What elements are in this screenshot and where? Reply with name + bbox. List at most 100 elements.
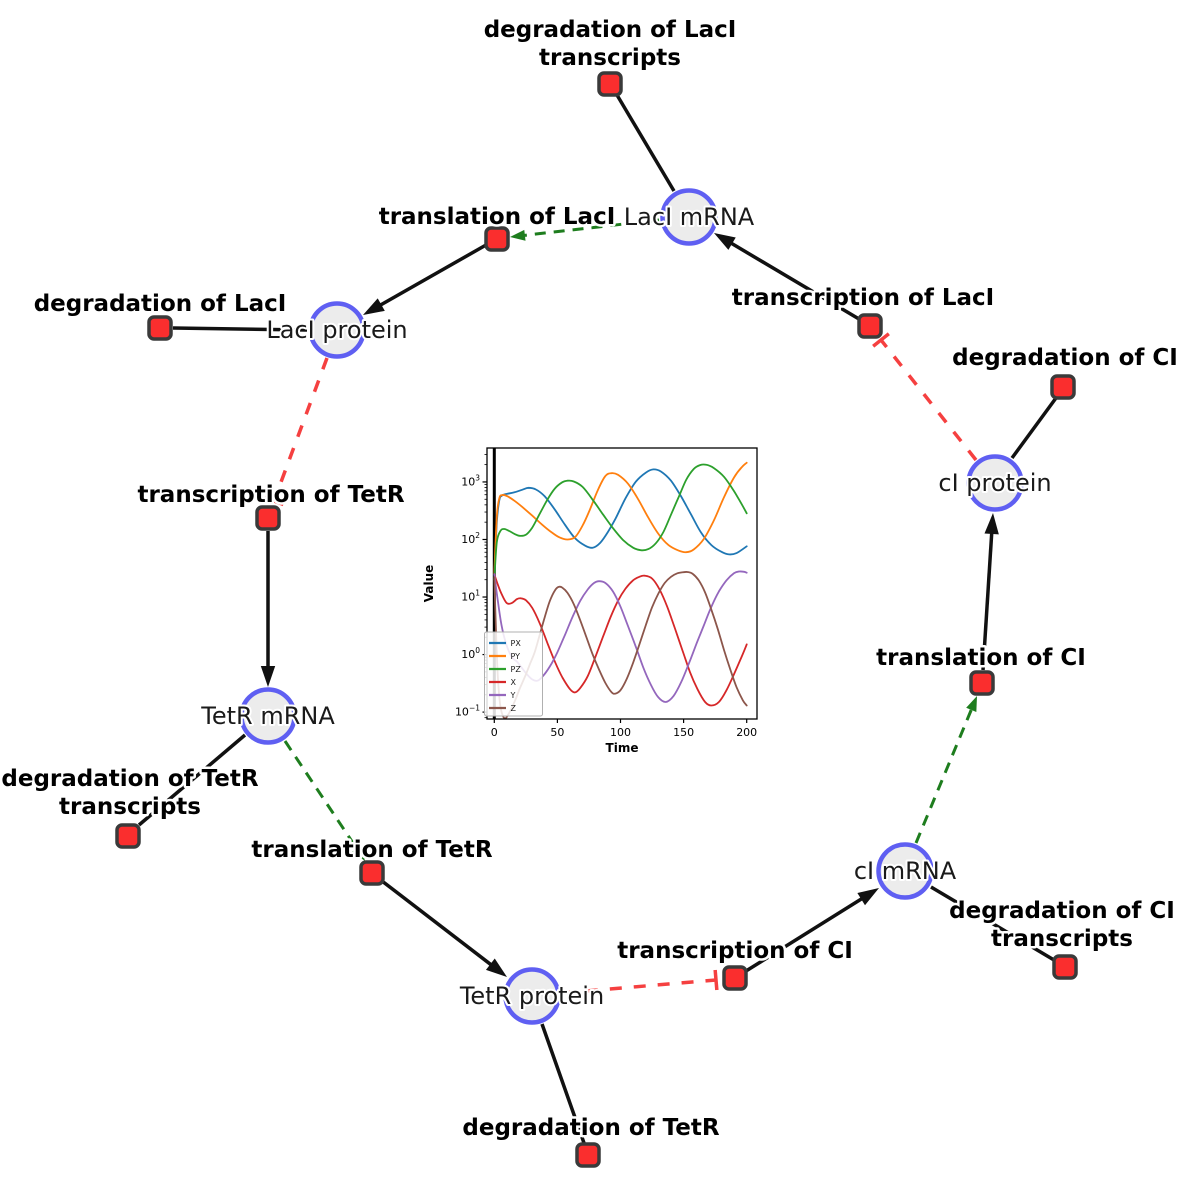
legend-label-X: X <box>511 678 517 687</box>
catalysis-arrowhead-icon <box>352 845 365 861</box>
arrowhead-icon <box>714 233 736 250</box>
inhibition-tbar-icon <box>264 495 284 507</box>
edge-laci-mrna-to-degradation-transcripts <box>615 94 676 192</box>
reaction-label-translation-of-laci: translation of LacI <box>379 204 616 230</box>
series-line-PX <box>493 468 748 581</box>
reaction-node-translation-of-ci <box>969 670 995 696</box>
arrowhead-icon <box>984 513 999 535</box>
catalysis-arrowhead-icon <box>510 229 526 241</box>
inhibition-dashed-shaft <box>879 338 978 462</box>
x-tick-label: 200 <box>736 726 757 739</box>
reaction-node-translation-of-tetr <box>359 860 385 886</box>
edge-tetr-mrna-to-translation-tetr <box>283 740 365 861</box>
arrow-shaft <box>981 525 994 671</box>
edge-ci-protein-inhibits-transcription-laci <box>872 332 978 462</box>
reaction-label-degradation-of-laci-transcripts: degradation of LacI <box>484 17 737 43</box>
edge-laci-protein-to-degradation-laci <box>172 326 308 332</box>
edge-translation-tetr-to-tetr-protein <box>380 879 507 977</box>
reaction-label-translation-of-tetr: translation of TetR <box>251 837 492 863</box>
catalysis-arrowhead-icon <box>966 696 977 712</box>
arrowhead-icon <box>857 888 879 906</box>
reaction-label-transcription-of-ci: transcription of CI <box>617 938 853 964</box>
consumption-line <box>540 1023 586 1144</box>
arrow-shaft <box>373 243 487 311</box>
arrowhead-icon <box>260 666 276 687</box>
reaction-label-transcription-of-laci: transcription of LacI <box>732 285 995 311</box>
series-line-X <box>493 573 748 707</box>
reaction-node-degradation-of-ci-transcripts <box>1052 954 1078 980</box>
plot-frame <box>486 447 758 720</box>
reaction-label-degradation-of-ci-transcripts: degradation of CI <box>949 898 1175 924</box>
arrow-shaft <box>380 879 499 971</box>
edge-translation-ci-to-ci-protein <box>981 513 999 671</box>
inset-plot: 0 50 100 150 20010−1100101102103TimeValuePXP… <box>417 436 773 775</box>
catalysis-dashed-shaft <box>283 740 363 856</box>
edge-transcription-ci-to-ci-mrna <box>745 888 879 973</box>
series-line-PY <box>493 461 748 575</box>
x-tick-label: 100 <box>610 726 631 739</box>
reaction-node-translation-of-laci <box>484 226 510 252</box>
species-label-laci-protein: LacI protein <box>266 316 407 344</box>
reaction-label-degradation-of-laci-transcripts: transcripts <box>539 45 681 71</box>
edge-translation-laci-to-laci-protein <box>363 243 487 315</box>
species-node-laci-protein <box>308 301 366 359</box>
arrowhead-icon <box>363 298 385 315</box>
edge-laci-mrna-to-translation-laci <box>510 218 660 241</box>
reaction-label-degradation-of-laci: degradation of LacI <box>34 291 287 317</box>
inhibition-tbar-icon <box>713 969 719 991</box>
species-node-ci-protein <box>966 454 1024 512</box>
reaction-label-transcription-of-tetr: transcription of TetR <box>137 482 404 508</box>
reaction-label-degradation-of-ci-transcripts: transcripts <box>991 926 1133 952</box>
species-node-tetr-mrna <box>239 687 297 745</box>
catalysis-dashed-shaft <box>914 702 976 844</box>
x-tick-label: 150 <box>673 726 694 739</box>
reaction-node-degradation-of-tetr-transcripts <box>115 823 141 849</box>
edge-tetr-protein-inhibits-transcription-ci <box>561 969 719 995</box>
inhibition-tbar-icon <box>872 332 890 348</box>
inhibition-dashed-shaft <box>561 978 717 995</box>
series-line-PZ <box>493 463 748 581</box>
reaction-label-degradation-of-ci: degradation of CI <box>952 345 1178 371</box>
consumption-line <box>137 733 247 827</box>
edge-ci-mrna-to-degradation-transcripts <box>930 885 1055 962</box>
legend-label-Z: Z <box>511 704 517 713</box>
arrow-shaft <box>723 237 860 321</box>
catalysis-dashed-shaft <box>517 218 660 238</box>
consumption-line <box>1010 396 1058 460</box>
inhibition-dashed-shaft <box>272 357 329 502</box>
legend-label-PX: PX <box>511 639 522 648</box>
edge-ci-protein-to-degradation-ci <box>1010 396 1058 460</box>
x-axis-label: Time <box>606 741 639 755</box>
consumption-line <box>615 94 676 192</box>
arrowhead-icon <box>485 958 507 977</box>
reaction-node-transcription-of-laci <box>857 313 883 339</box>
species-label-ci-protein: cI protein <box>938 469 1051 497</box>
species-label-ci-mrna: cI mRNA <box>854 857 957 885</box>
edge-ci-mrna-to-translation-ci <box>914 696 977 844</box>
reaction-node-transcription-of-tetr <box>255 505 281 531</box>
species-label-tetr-protein: TetR protein <box>459 982 604 1010</box>
species-node-ci-mrna <box>876 842 934 900</box>
reaction-node-degradation-of-laci-transcripts <box>597 71 623 97</box>
reaction-label-degradation-of-tetr: degradation of TetR <box>462 1115 719 1141</box>
y-axis-label: Value <box>422 565 436 603</box>
species-node-laci-mrna <box>660 188 718 246</box>
reaction-label-degradation-of-tetr-transcripts: transcripts <box>59 794 201 820</box>
species-label-laci-mrna: LacI mRNA <box>624 203 755 231</box>
legend-label-PZ: PZ <box>511 665 522 674</box>
legend-label-Y: Y <box>510 691 516 700</box>
edge-tetr-mrna-to-degradation-transcripts <box>137 733 247 827</box>
consumption-line <box>172 326 308 332</box>
edge-transcription-laci-to-laci-mrna <box>714 233 860 321</box>
reaction-node-degradation-of-ci <box>1050 374 1076 400</box>
reaction-node-transcription-of-ci <box>722 965 748 991</box>
reaction-node-degradation-of-tetr <box>575 1142 601 1168</box>
reaction-label-degradation-of-tetr-transcripts: degradation of TetR <box>1 766 258 792</box>
reaction-node-degradation-of-laci <box>147 315 173 341</box>
species-label-tetr-mrna: TetR mRNA <box>200 702 335 730</box>
edge-transcription-tetr-to-tetr-mrna <box>260 531 276 687</box>
arrow-shaft <box>745 893 870 973</box>
x-tick-label: 0 <box>491 726 498 739</box>
